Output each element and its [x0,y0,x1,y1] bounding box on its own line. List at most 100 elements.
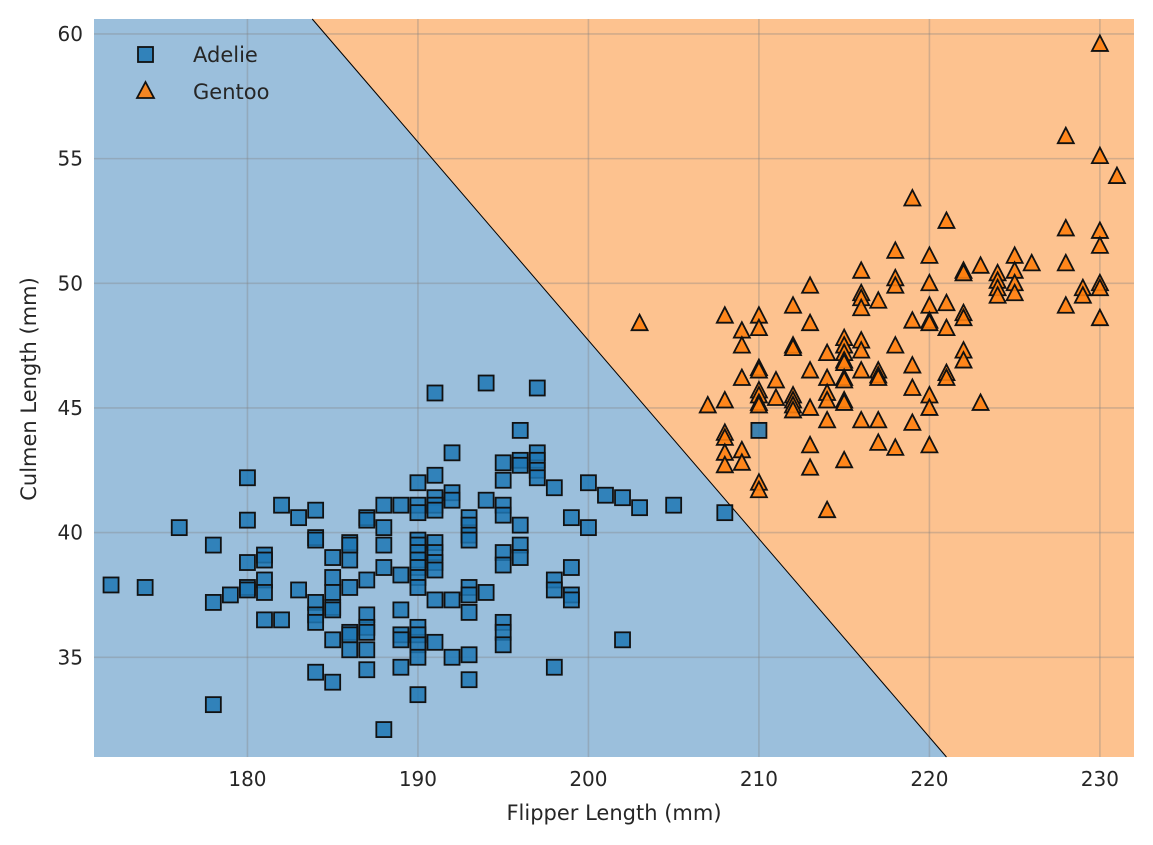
point-adelie [511,421,529,439]
y-tick-label: 50 [58,271,83,295]
point-gentoo [1090,145,1110,165]
point-gentoo [834,449,854,469]
point-adelie [307,531,325,549]
point-adelie [375,496,393,514]
point-gentoo [919,397,939,416]
point-gentoo [851,409,871,429]
point-adelie [716,504,734,522]
boundary-line [311,18,947,758]
x-tick-label: 210 [740,767,778,791]
point-adelie [409,648,427,666]
point-adelie [545,581,563,599]
point-adelie [290,581,307,599]
point-adelie [460,586,478,604]
point-adelie [443,444,461,462]
point-gentoo [732,452,752,471]
point-gentoo [817,390,837,409]
point-adelie [443,648,461,666]
point-gentoo [851,340,871,359]
point-adelie [256,611,273,629]
point-gentoo [698,394,718,414]
point-adelie [136,579,154,596]
x-axis-label: Flipper Length (mm) [506,801,721,825]
point-adelie [665,496,683,514]
y-tick-label: 45 [58,396,83,420]
region-adelie [94,19,947,757]
point-gentoo [919,245,939,264]
x-tick-label: 220 [910,767,948,791]
legend: Adelie Gentoo [135,43,269,104]
point-adelie [341,579,359,596]
point-adelie [494,636,512,654]
point-adelie [409,686,427,704]
point-gentoo [971,392,991,411]
point-adelie [324,569,342,586]
point-gentoo [851,297,871,317]
point-gentoo [919,272,939,292]
point-adelie [375,559,393,576]
legend-marker-adelie [137,46,154,63]
point-adelie [324,549,342,566]
point-gentoo [885,240,905,259]
point-adelie [426,501,444,519]
point-adelie [204,536,222,554]
point-adelie [358,571,376,589]
point-adelie [392,496,410,514]
point-adelie [477,374,495,392]
point-gentoo [1107,165,1127,184]
point-adelie [358,511,376,529]
point-adelie [511,549,529,566]
point-adelie [170,519,188,537]
point-gentoo [783,399,803,419]
point-adelie [221,586,239,604]
point-gentoo [800,434,820,454]
point-adelie [375,536,393,554]
point-gentoo [817,342,837,361]
point-adelie [204,594,222,611]
point-gentoo [1090,307,1110,327]
point-gentoo [715,454,735,474]
point-adelie [562,559,580,576]
point-gentoo [868,432,888,451]
point-gentoo [800,275,820,294]
point-adelie [273,611,290,629]
point-gentoo [630,312,650,332]
point-adelie [375,519,393,537]
point-adelie [460,671,478,689]
point-gentoo [783,337,803,357]
point-adelie [494,454,512,472]
point-adelie [562,591,580,609]
point-adelie [426,466,444,484]
point-adelie [239,511,256,529]
point-adelie [392,658,410,676]
point-gentoo [868,290,888,309]
point-gentoo [1056,217,1076,237]
point-gentoo [868,367,888,386]
point-gentoo [902,310,922,329]
point-adelie [324,631,342,649]
point-adelie [324,601,342,619]
point-adelie [477,584,495,601]
point-gentoo [1022,252,1042,272]
point-gentoo [1090,277,1110,297]
point-gentoo [749,317,769,337]
point-gentoo [1056,125,1076,145]
point-adelie [528,469,546,487]
point-adelie [409,579,427,596]
x-tick-label: 230 [1081,767,1119,791]
decision-boundary [311,18,947,758]
y-tick-label: 35 [58,645,83,669]
point-adelie [631,499,648,517]
point-gentoo [1056,295,1076,314]
point-gentoo [817,409,837,429]
legend-label-gentoo: Gentoo [193,80,269,104]
point-gentoo [1056,252,1076,272]
point-adelie [256,584,273,601]
point-gentoo [885,437,905,456]
point-adelie [273,496,290,514]
region-gentoo [312,19,1135,757]
point-gentoo [902,377,922,396]
data-points [102,33,1127,738]
point-adelie [426,384,444,402]
point-adelie [511,456,529,474]
